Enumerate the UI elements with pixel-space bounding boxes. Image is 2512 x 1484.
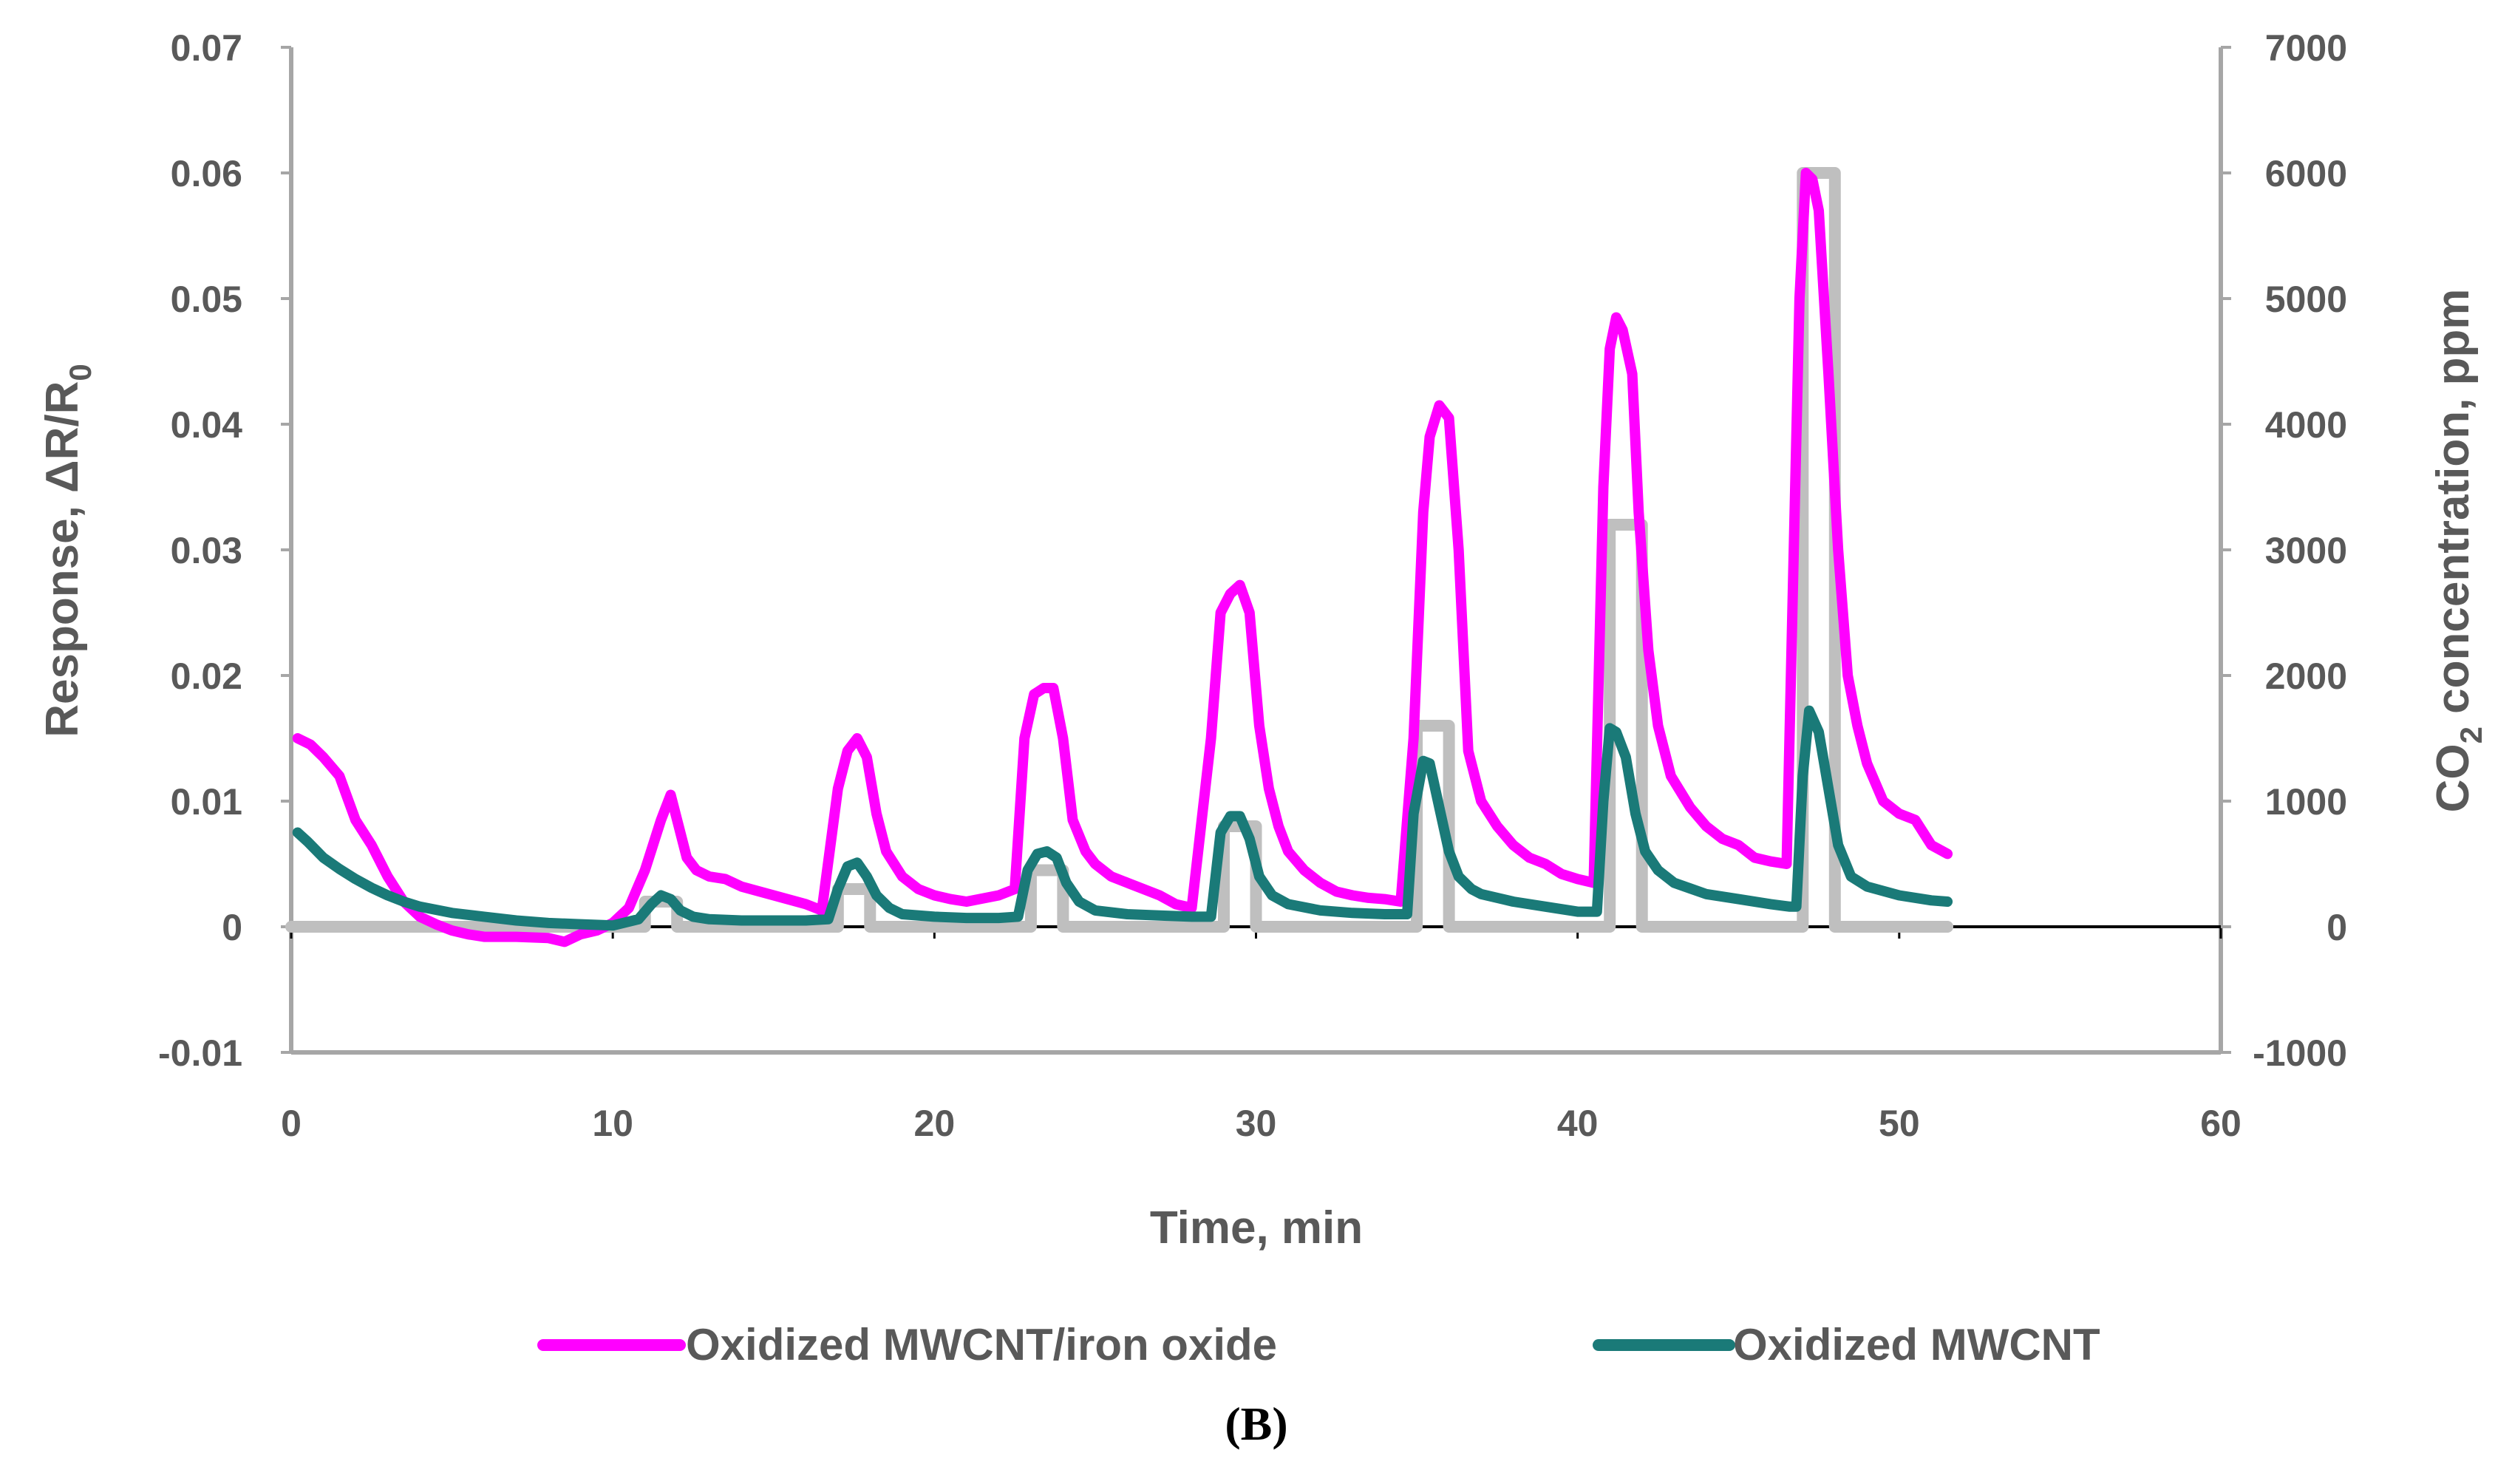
x-tick-label: 50	[1879, 1103, 1920, 1144]
x-axis-title: Time, min	[1150, 1202, 1363, 1253]
y-tick-label: 0.03	[171, 530, 242, 571]
y-tick-label: 0.01	[171, 781, 242, 823]
series-line-iron-oxide	[292, 168, 1953, 947]
y2-tick-label: 0	[2327, 907, 2347, 948]
y2-tick-label: 3000	[2265, 530, 2347, 571]
x-axis-ticks: 0 10 20 30 40 50 60	[281, 927, 2242, 1144]
series-layer	[285, 167, 1954, 947]
y2-tick-label: 5000	[2265, 279, 2347, 320]
x-tick-label: 40	[1557, 1103, 1599, 1144]
x-tick-label: 60	[2200, 1103, 2242, 1144]
x-tick-label: 20	[914, 1103, 956, 1144]
y2-axis-title: CO2 concentration, ppm	[2428, 289, 2488, 813]
panel-label: (B)	[1225, 1398, 1287, 1450]
legend-label-mwcnt: Oxidized MWCNT	[1733, 1320, 2100, 1369]
x-tick-label: 30	[1236, 1103, 1277, 1144]
y2-axis-ticks: -1000 0 1000 2000 3000 4000 5000 6000 7000	[2221, 27, 2347, 1074]
y-tick-label: 0.02	[171, 656, 242, 697]
y2-axis-title-co: CO	[2428, 743, 2479, 812]
y-tick-label: 0	[222, 907, 242, 948]
y2-tick-label: 4000	[2265, 404, 2347, 446]
y-tick-label: 0.04	[171, 404, 243, 446]
x-tick-label: 10	[592, 1103, 633, 1144]
y2-tick-label: 2000	[2265, 656, 2347, 697]
y2-tick-label: 6000	[2265, 153, 2347, 194]
y-tick-label: 0.05	[171, 279, 242, 320]
y-axis-title-main: Response, ΔR/R	[37, 381, 88, 738]
y2-tick-label: 7000	[2265, 27, 2347, 69]
y-axis-title: Response, ΔR/R0	[37, 364, 98, 737]
y-tick-label: 0.06	[171, 153, 242, 194]
y2-axis-title-subscript: 2	[2454, 726, 2488, 743]
y2-tick-label: 1000	[2265, 781, 2347, 823]
y-axis-ticks: -0.01 0 0.01 0.02 0.03 0.04 0.05 0.06 0.07	[158, 27, 291, 1074]
legend-label-iron-oxide: Oxidized MWCNT/iron oxide	[686, 1320, 1277, 1369]
x-tick-label: 0	[281, 1103, 302, 1144]
y2-axis-title-rest: concentration, ppm	[2428, 289, 2479, 726]
y2-tick-label: -1000	[2253, 1032, 2347, 1074]
y-axis-title-subscript: 0	[63, 364, 98, 381]
y-tick-label: 0.07	[171, 27, 242, 69]
series-line-mwcnt	[292, 705, 1953, 931]
y-tick-label: -0.01	[158, 1032, 242, 1074]
